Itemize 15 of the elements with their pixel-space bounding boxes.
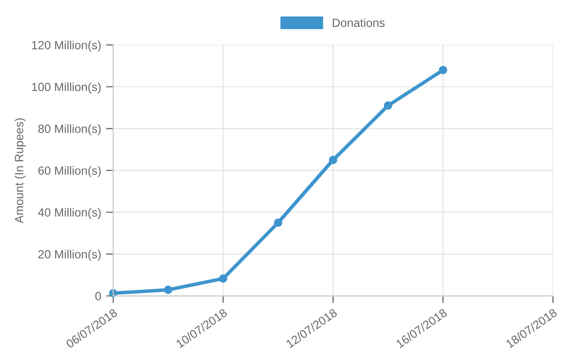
point — [328, 156, 338, 164]
point — [164, 286, 172, 294]
legend-label: Donations — [332, 18, 385, 27]
point — [438, 66, 448, 74]
y-tick-label: 120 Million(s) — [32, 40, 101, 52]
y-axis-title: Amount (In Rupees) — [14, 118, 26, 224]
y-tick-label: 60 Million(s) — [38, 166, 101, 178]
point — [274, 218, 282, 227]
y-tick-label: 100 Million(s) — [32, 82, 101, 94]
y-tick-label: 40 Million(s) — [38, 208, 101, 219]
y-tick-label: 20 Million(s) — [38, 250, 101, 261]
point — [218, 274, 228, 283]
point — [384, 101, 392, 110]
y-tick-label: 0 — [95, 292, 101, 300]
y-tick-label: 80 Million(s) — [38, 124, 101, 136]
